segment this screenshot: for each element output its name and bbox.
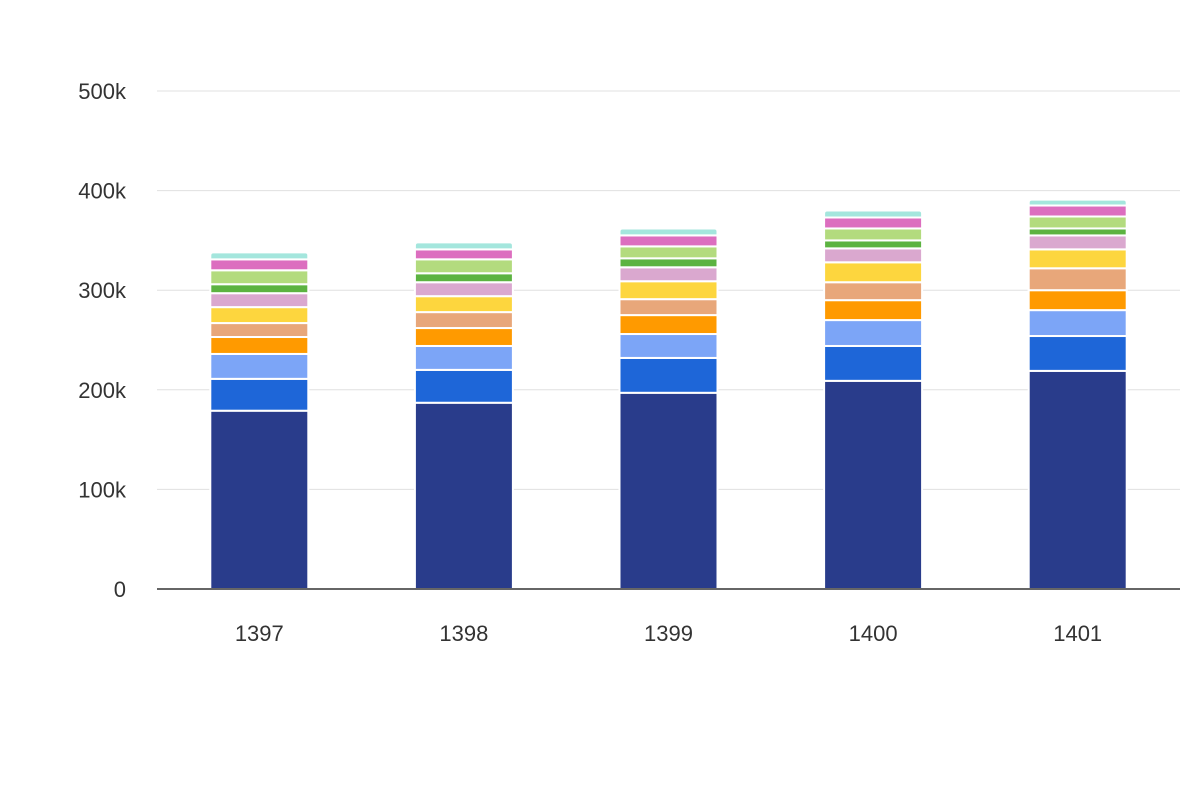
- bar-segment: [209, 322, 310, 339]
- x-tick-label: 1400: [849, 621, 898, 646]
- bar-segment: [823, 239, 924, 250]
- bar-segment: [413, 295, 514, 314]
- bar-segment: [209, 352, 310, 380]
- bar-segment: [823, 247, 924, 264]
- labels-layer: 0 100k 200k 300k 400k 500k 1397 1398 1399 1400 140…: [78, 79, 1102, 646]
- bar-segment: [618, 257, 719, 269]
- bar-segment: [1027, 227, 1128, 237]
- bar-segment: [1027, 198, 1128, 207]
- y-tick-label: 500k: [78, 79, 127, 104]
- bar-segment: [618, 298, 719, 317]
- y-tick-label: 0: [114, 577, 126, 602]
- bar-segment: [823, 216, 924, 230]
- bar-segment: [1027, 234, 1128, 251]
- bar-segment: [209, 269, 310, 286]
- bar-segment: [823, 319, 924, 347]
- bar-segment: [618, 391, 719, 590]
- bar-segment: [413, 311, 514, 330]
- y-tick-label: 100k: [78, 477, 127, 502]
- bar-segment: [1027, 369, 1128, 590]
- y-tick-label: 400k: [78, 179, 127, 204]
- bar-segment: [413, 344, 514, 371]
- bar-stack: [618, 227, 719, 590]
- y-tick-label: 200k: [78, 378, 127, 403]
- bar-segment: [618, 266, 719, 283]
- bar-segment: [618, 356, 719, 394]
- x-tick-label: 1401: [1053, 621, 1102, 646]
- bar-stack: [209, 251, 310, 590]
- bar-segment: [1027, 204, 1128, 218]
- bar-segment: [209, 258, 310, 272]
- bar-stack: [413, 241, 514, 590]
- x-tick-label: 1398: [439, 621, 488, 646]
- bar-segment: [823, 209, 924, 219]
- bar-segment: [823, 344, 924, 382]
- bar-segment: [823, 227, 924, 242]
- bar-segment: [618, 314, 719, 336]
- bar-segment: [413, 281, 514, 298]
- bar-segment: [823, 281, 924, 302]
- bar-segment: [618, 333, 719, 359]
- bar-segment: [823, 299, 924, 322]
- bar-segment: [1027, 309, 1128, 338]
- bar-segment: [413, 241, 514, 251]
- bar-segment: [413, 258, 514, 275]
- bar-segment: [413, 248, 514, 261]
- bar-segment: [1027, 289, 1128, 312]
- bar-segment: [209, 336, 310, 355]
- bar-segment: [413, 272, 514, 284]
- bar-segment: [1027, 248, 1128, 270]
- bar-segment: [413, 401, 514, 590]
- bar-segment: [1027, 267, 1128, 292]
- bar-segment: [1027, 215, 1128, 230]
- bar-segment: [618, 227, 719, 237]
- bar-segment: [823, 261, 924, 284]
- x-tick-label: 1399: [644, 621, 693, 646]
- bar-stack: [823, 209, 924, 590]
- bar-segment: [1027, 335, 1128, 372]
- bar-segment: [209, 409, 310, 590]
- bar-segment: [413, 327, 514, 347]
- bar-segment: [209, 377, 310, 412]
- bar-segment: [413, 368, 514, 404]
- bar-segment: [209, 251, 310, 261]
- bar-segment: [618, 234, 719, 248]
- bar-segment: [209, 292, 310, 309]
- bar-segment: [209, 306, 310, 325]
- bar-segment: [618, 280, 719, 301]
- bar-segment: [618, 245, 719, 260]
- bar-segment: [823, 379, 924, 590]
- bars-layer: [209, 198, 1128, 590]
- x-tick-label: 1397: [235, 621, 284, 646]
- bar-segment: [209, 283, 310, 295]
- bar-stack: [1027, 198, 1128, 590]
- y-tick-label: 300k: [78, 278, 127, 303]
